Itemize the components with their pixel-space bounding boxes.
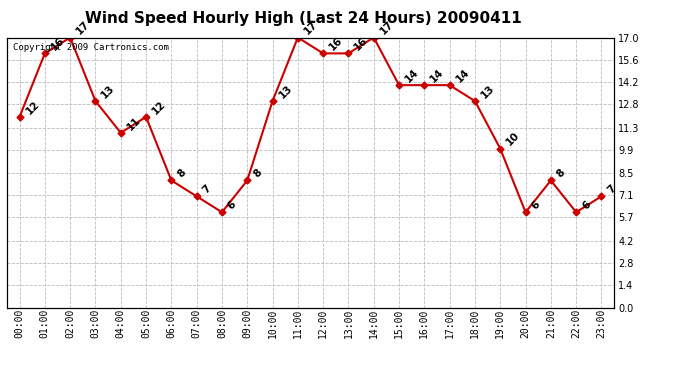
Text: 8: 8 (251, 168, 264, 180)
Text: 17: 17 (378, 19, 395, 37)
Text: 7: 7 (606, 183, 618, 195)
Text: 6: 6 (226, 199, 238, 211)
Text: 12: 12 (150, 99, 168, 116)
Text: 11: 11 (125, 115, 142, 132)
Text: 8: 8 (175, 168, 188, 180)
Text: 13: 13 (277, 83, 294, 100)
Text: 16: 16 (327, 35, 344, 52)
Text: 12: 12 (23, 99, 41, 116)
Text: 17: 17 (302, 19, 319, 37)
Text: 17: 17 (75, 19, 92, 37)
Text: 14: 14 (403, 67, 421, 84)
Text: 6: 6 (580, 199, 593, 211)
Text: 16: 16 (353, 35, 370, 52)
Text: 10: 10 (504, 130, 522, 148)
Text: 6: 6 (530, 199, 542, 211)
Text: 8: 8 (555, 168, 567, 180)
Text: Copyright 2009 Cartronics.com: Copyright 2009 Cartronics.com (13, 43, 169, 52)
Text: 7: 7 (201, 183, 213, 195)
Text: Wind Speed Hourly High (Last 24 Hours) 20090411: Wind Speed Hourly High (Last 24 Hours) 2… (86, 11, 522, 26)
Text: 13: 13 (479, 83, 496, 100)
Text: 14: 14 (428, 67, 446, 84)
Text: 13: 13 (99, 83, 117, 100)
Text: 14: 14 (454, 67, 471, 84)
Text: 16: 16 (49, 35, 66, 52)
